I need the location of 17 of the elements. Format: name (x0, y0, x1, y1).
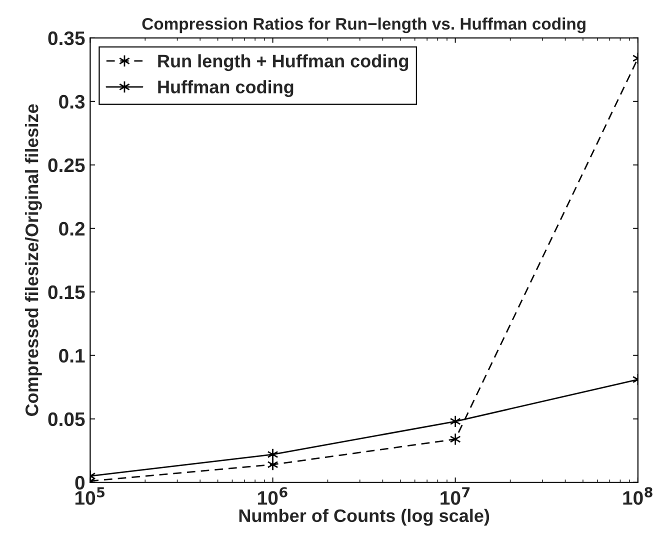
y-tick-label: 0.15 (48, 285, 85, 300)
x-axis-title: Number of Counts (log scale) (239, 508, 490, 526)
y-tick-label: 0.35 (48, 31, 85, 46)
y-tick-label: 0.05 (48, 412, 85, 426)
y-tick-label: 0.1 (59, 348, 85, 363)
x-tick-label: 10$^{8}$ (623, 487, 652, 505)
legend-label: Run length + Huffman coding (158, 54, 408, 72)
chart-title: Compression Ratios for Run−length vs. Huffman coding (142, 18, 586, 34)
point (450, 432, 461, 446)
y-tick-label: 0 (75, 476, 85, 490)
y-axis-title: Compressed filesize/Original filesize (25, 104, 42, 416)
y-tick-label: 0.25 (48, 158, 85, 172)
y-tick-label: 0.3 (59, 94, 85, 109)
x-tick-label: 10$^{7}$ (440, 487, 470, 505)
y-tick-label: 0.2 (59, 222, 85, 236)
legend-label: Huffman coding (158, 80, 294, 98)
x-tick-label: 10$^{6}$ (258, 487, 288, 505)
